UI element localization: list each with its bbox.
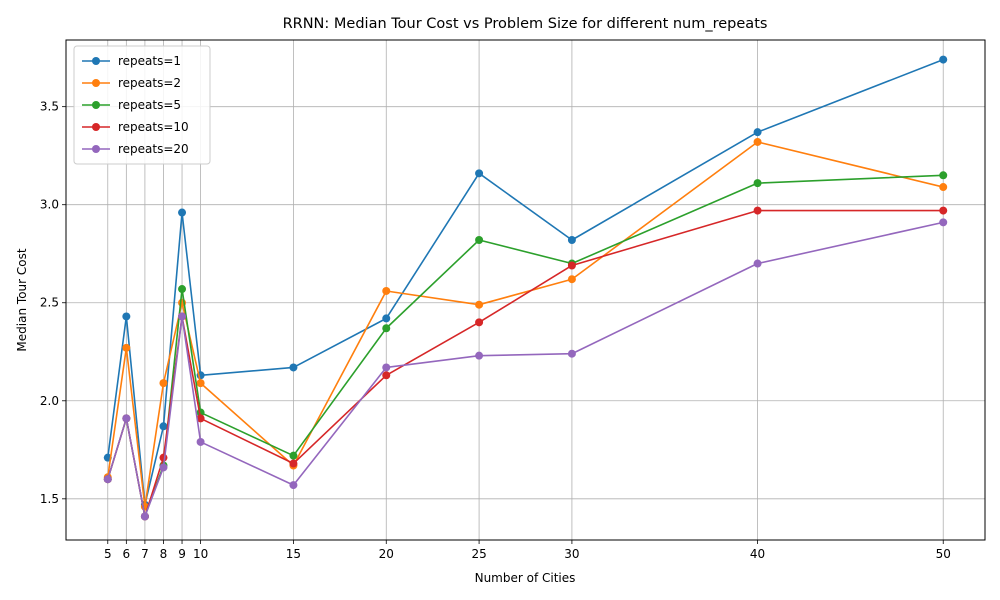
legend-item: repeats=1 (82, 54, 181, 68)
data-point (122, 312, 131, 321)
x-tick-label: 9 (178, 547, 186, 561)
data-point (103, 475, 112, 484)
data-point (382, 363, 391, 372)
legend-box (73, 45, 211, 165)
legend-marker (92, 145, 100, 153)
data-point (289, 459, 298, 468)
x-tick-label: 10 (193, 547, 208, 561)
legend-marker (92, 79, 100, 87)
data-point (567, 349, 576, 358)
x-tick-label: 25 (471, 547, 486, 561)
data-point (159, 422, 168, 431)
x-tick-label: 6 (123, 547, 131, 561)
data-point (939, 171, 948, 180)
data-point (567, 236, 576, 244)
data-point (178, 208, 187, 217)
legend-label: repeats=20 (118, 142, 189, 156)
x-tick-label: 30 (564, 547, 579, 561)
y-axis-label: Median Tour Cost (15, 248, 29, 351)
legend-label: repeats=1 (118, 54, 181, 68)
data-point (475, 236, 484, 244)
y-axis-ticks: 1.5 2.0 2.5 3.0 3.5 (40, 100, 66, 506)
data-point (140, 512, 149, 521)
y-tick-label: 2.0 (40, 394, 59, 408)
data-point (122, 414, 131, 423)
x-axis-label: Number of Cities (475, 571, 576, 585)
y-tick-label: 3.0 (40, 198, 59, 212)
legend-item: repeats=10 (82, 120, 189, 134)
x-tick-label: 7 (141, 547, 149, 561)
legend-label: repeats=2 (118, 76, 181, 90)
data-point (178, 312, 187, 321)
data-point (159, 463, 168, 472)
data-point (382, 371, 391, 380)
data-point (475, 351, 484, 360)
data-point (753, 259, 762, 268)
legend-item: repeats=2 (82, 76, 181, 90)
legend-marker (92, 123, 100, 131)
x-tick-label: 40 (750, 547, 765, 561)
data-point (196, 414, 205, 423)
data-point (939, 55, 948, 64)
x-tick-label: 50 (936, 547, 951, 561)
legend-marker (92, 101, 100, 109)
y-tick-label: 3.5 (40, 100, 59, 114)
x-axis-ticks: 5 6 7 8 9 10 15 20 25 30 40 50 (104, 540, 951, 561)
data-point (753, 179, 762, 188)
data-point (178, 285, 187, 294)
data-point (382, 314, 391, 323)
data-point (289, 363, 298, 372)
data-point (753, 137, 762, 146)
data-point (289, 451, 298, 460)
data-point (196, 437, 205, 446)
axes-frame (65, 39, 986, 541)
data-point (939, 218, 948, 227)
data-point (159, 379, 168, 388)
series-repeats=20 (103, 218, 948, 521)
data-point (475, 300, 484, 309)
y-tick-label: 2.5 (40, 296, 59, 310)
legend-item: repeats=20 (82, 142, 189, 156)
data-point (382, 286, 391, 295)
data-point (122, 343, 131, 352)
x-tick-label: 5 (104, 547, 112, 561)
data-point (382, 324, 391, 333)
data-point (475, 169, 484, 178)
data-point (753, 128, 762, 137)
chart-title: RRNN: Median Tour Cost vs Problem Size f… (283, 16, 768, 32)
data-point (939, 206, 948, 215)
legend: repeats=1 repeats=2 repeats=5 repeats=10 rep… (73, 45, 211, 165)
legend-label: repeats=5 (118, 98, 181, 112)
legend-label: repeats=10 (118, 120, 189, 134)
data-point (753, 206, 762, 215)
data-point (289, 481, 298, 490)
y-tick-label: 1.5 (40, 492, 59, 506)
legend-item: repeats=5 (82, 98, 181, 112)
x-tick-label: 8 (160, 547, 168, 561)
series-layer (103, 55, 948, 521)
data-point (196, 379, 205, 388)
data-point (939, 183, 948, 192)
legend-marker (92, 57, 100, 65)
series-line (107, 221, 944, 518)
x-tick-label: 20 (379, 547, 394, 561)
data-point (567, 275, 576, 284)
data-point (159, 453, 168, 462)
data-point (567, 261, 576, 270)
data-point (475, 318, 484, 327)
x-tick-label: 15 (286, 547, 301, 561)
